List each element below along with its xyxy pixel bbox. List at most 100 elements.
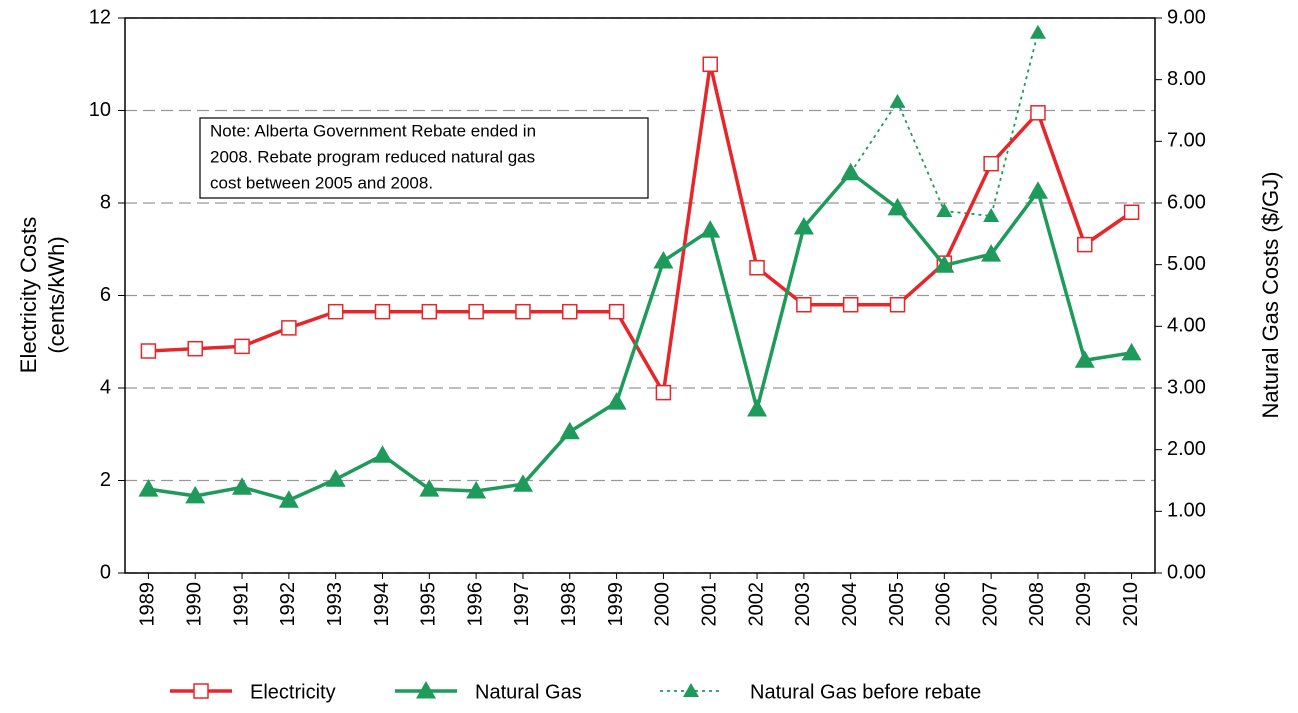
y2-axis-label: Natural Gas Costs ($/GJ) [1258, 172, 1283, 419]
marker [421, 303, 438, 320]
x-tick-label: 2005 [886, 582, 908, 627]
y2-tick-label: 5.00 [1167, 253, 1206, 275]
marker [747, 398, 768, 417]
marker [842, 297, 859, 313]
marker [840, 162, 861, 181]
marker [372, 445, 393, 463]
marker [981, 244, 1002, 262]
y2-tick-label: 2.00 [1167, 438, 1206, 460]
x-tick-label: 1989 [137, 582, 159, 627]
marker [234, 338, 250, 355]
x-tick-label: 1996 [464, 582, 486, 627]
marker [512, 474, 533, 492]
x-tick-label: 2010 [1120, 582, 1142, 627]
grid-layer [125, 17, 1155, 574]
x-tick-label: 1992 [277, 582, 299, 627]
marker [934, 255, 955, 273]
annotation: Note: Alberta Government Rebate ended in [210, 121, 536, 140]
marker [1121, 342, 1142, 361]
marker [562, 303, 578, 320]
x-tick-label: 2009 [1073, 582, 1095, 627]
series-line [148, 63, 1133, 398]
marker [889, 297, 906, 313]
marker [466, 480, 487, 499]
x-tick-label: 2001 [699, 582, 721, 627]
y2-tick-label: 8.00 [1167, 68, 1206, 90]
legend-marker [416, 681, 436, 699]
y2-tick-label: 4.00 [1167, 315, 1206, 337]
marker [889, 93, 906, 108]
marker [1074, 350, 1095, 368]
legend-label: Natural Gas before rebate [750, 681, 981, 703]
y-tick-label: 10 [89, 99, 111, 121]
x-tick-label: 1990 [184, 582, 206, 627]
marker [327, 303, 344, 320]
marker [232, 477, 253, 495]
marker [983, 207, 1000, 222]
marker [187, 340, 203, 357]
marker [278, 490, 299, 508]
y-tick-label: 4 [100, 376, 111, 398]
x-tick-label: 1991 [230, 582, 252, 627]
marker [281, 320, 297, 336]
legend-marker [683, 683, 699, 697]
marker [793, 217, 814, 235]
series-line [148, 170, 1132, 503]
marker [138, 479, 159, 497]
x-tick-label: 2007 [979, 582, 1001, 627]
y2-tick-label: 3.00 [1167, 376, 1206, 398]
y-axis-label: (cents/kWh) [44, 236, 69, 353]
marker [374, 303, 391, 320]
marker [606, 392, 627, 410]
marker [936, 203, 953, 218]
marker [1077, 236, 1093, 253]
x-tick-label: 1997 [511, 582, 533, 627]
marker [140, 343, 157, 359]
x-tick-label: 2003 [792, 582, 814, 627]
y-tick-label: 2 [100, 469, 111, 491]
y-tick-label: 12 [89, 6, 111, 28]
y-tick-label: 0 [100, 561, 111, 583]
legend-label: Natural Gas [475, 681, 582, 703]
x-tick-label: 1998 [558, 582, 580, 627]
marker [1027, 181, 1048, 199]
x-tick-label: 1994 [371, 582, 393, 627]
x-tick-label: 1993 [324, 582, 346, 627]
marker [700, 220, 721, 238]
x-tick-label: 1999 [605, 582, 627, 627]
marker [702, 56, 718, 72]
y2-tick-label: 0.00 [1167, 561, 1206, 583]
marker [185, 485, 206, 504]
annotation: cost between 2005 and 2008. [210, 173, 433, 192]
x-tick-label: 2002 [745, 582, 767, 627]
marker [608, 303, 625, 320]
marker [515, 303, 531, 320]
y2-tick-label: 1.00 [1167, 500, 1206, 522]
marker [796, 297, 812, 313]
annotation: 2008. Rebate program reduced natural gas [210, 147, 535, 166]
marker [419, 479, 440, 497]
x-tick-label: 2000 [652, 582, 674, 627]
legend-marker [193, 683, 209, 699]
marker [325, 469, 346, 487]
marker [1123, 204, 1140, 220]
y-tick-label: 6 [100, 284, 111, 306]
y-tick-label: 8 [100, 191, 111, 213]
marker [983, 155, 999, 172]
marker [1029, 24, 1046, 39]
y2-tick-label: 7.00 [1167, 130, 1206, 152]
x-tick-label: 2006 [933, 582, 955, 627]
x-tick-label: 2008 [1026, 582, 1048, 627]
marker [749, 260, 765, 276]
marker [887, 197, 908, 216]
y-axis-label: Electricity Costs [16, 217, 41, 373]
x-tick-label: 1995 [418, 582, 440, 627]
marks-layer [138, 24, 1142, 508]
marker [559, 421, 580, 440]
legend-label: Electricity [250, 681, 336, 703]
y2-tick-label: 9.00 [1167, 6, 1206, 28]
marker [655, 384, 672, 401]
series-line [849, 32, 1039, 217]
x-tick-label: 2004 [839, 582, 861, 627]
